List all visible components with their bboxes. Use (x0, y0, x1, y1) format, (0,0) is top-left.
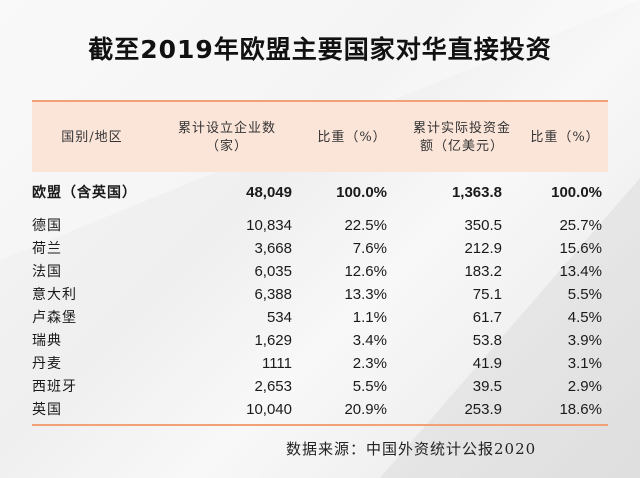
cell-enterprise-share: 13.3% (344, 286, 387, 303)
table-row: 荷兰 3,668 7.6% 212.9 15.6% (32, 238, 608, 260)
cell-investment-amount: 212.9 (464, 240, 502, 257)
table-header: 国别/地区 累计设立企业数 （家） 比重（%） 累计实际投资金 额（亿美元） 比… (32, 100, 608, 172)
cell-enterprise-share: 20.9% (344, 401, 387, 418)
cell-enterprise-count: 6,035 (254, 263, 292, 280)
cell-enterprise-share: 7.6% (352, 240, 387, 257)
cell-enterprise-count: 10,834 (246, 217, 292, 234)
cell-enterprise-share: 100.0% (336, 184, 387, 201)
cell-region: 卢森堡 (32, 310, 77, 326)
header-label: 比重（%） (317, 130, 387, 145)
cell-enterprise-share: 1.1% (352, 309, 387, 326)
cell-enterprise-share: 5.5% (352, 378, 387, 395)
table-row: 卢森堡 534 1.1% 61.7 4.5% (32, 307, 608, 329)
cell-investment-amount: 53.8 (472, 332, 502, 349)
cell-investment-share: 5.5% (567, 286, 602, 303)
table-row-total: 欧盟（含英国） 48,049 100.0% 1,363.8 100.0% (32, 182, 608, 204)
header-region: 国别/地区 (32, 104, 152, 172)
header-investment-amount: 累计实际投资金 额（亿美元） (402, 104, 522, 172)
cell-investment-share: 25.7% (559, 217, 602, 234)
cell-investment-share: 2.9% (567, 378, 602, 395)
cell-region: 西班牙 (32, 379, 77, 395)
cell-region: 荷兰 (32, 241, 62, 257)
cell-investment-amount: 1,363.8 (451, 184, 502, 201)
cell-region: 英国 (32, 402, 62, 418)
cell-investment-share: 18.6% (559, 401, 602, 418)
table-row: 西班牙 2,653 5.5% 39.5 2.9% (32, 376, 608, 398)
cell-enterprise-count: 48,049 (246, 184, 292, 201)
cell-region: 德国 (32, 218, 62, 234)
cell-enterprise-count: 10,040 (246, 401, 292, 418)
data-source-note: 数据来源：中国外资统计公报2020 (286, 440, 537, 458)
header-enterprise-count: 累计设立企业数 （家） (152, 104, 302, 172)
cell-investment-share: 13.4% (559, 263, 602, 280)
cell-region: 瑞典 (32, 333, 62, 349)
cell-investment-share: 100.0% (551, 184, 602, 201)
table-row: 丹麦 1111 2.3% 41.9 3.1% (32, 353, 608, 375)
cell-enterprise-share: 3.4% (352, 332, 387, 349)
cell-enterprise-share: 22.5% (344, 217, 387, 234)
page-title: 截至2019年欧盟主要国家对华直接投资 (88, 35, 552, 64)
cell-investment-amount: 39.5 (472, 378, 502, 395)
table-bottom-rule (32, 424, 608, 426)
cell-enterprise-count: 6,388 (254, 286, 292, 303)
cell-investment-amount: 183.2 (464, 263, 502, 280)
cell-investment-share: 15.6% (559, 240, 602, 257)
header-label: 比重（%） (530, 130, 600, 145)
cell-investment-share: 4.5% (567, 309, 602, 326)
cell-region: 欧盟（含英国） (32, 185, 137, 201)
table-row: 意大利 6,388 13.3% 75.1 5.5% (32, 284, 608, 306)
header-label: 国别/地区 (61, 130, 123, 145)
table-row: 德国 10,834 22.5% 350.5 25.7% (32, 215, 608, 237)
cell-investment-amount: 350.5 (464, 217, 502, 234)
table-row: 英国 10,040 20.9% 253.9 18.6% (32, 399, 608, 421)
cell-region: 丹麦 (32, 356, 62, 372)
cell-enterprise-count: 3,668 (254, 240, 292, 257)
cell-investment-amount: 41.9 (472, 355, 502, 372)
header-label: （家） (205, 139, 248, 154)
cell-investment-share: 3.9% (567, 332, 602, 349)
header-enterprise-share: 比重（%） (302, 104, 402, 172)
cell-investment-amount: 75.1 (472, 286, 502, 303)
header-label: 累计实际投资金 (412, 121, 511, 136)
cell-investment-amount: 61.7 (472, 309, 502, 326)
cell-region: 意大利 (32, 287, 77, 303)
table-row: 瑞典 1,629 3.4% 53.8 3.9% (32, 330, 608, 352)
cell-enterprise-share: 2.3% (352, 355, 387, 372)
cell-enterprise-share: 12.6% (344, 263, 387, 280)
cell-enterprise-count: 2,653 (254, 378, 292, 395)
table-row: 法国 6,035 12.6% 183.2 13.4% (32, 261, 608, 283)
cell-enterprise-count: 534 (266, 309, 292, 326)
cell-investment-amount: 253.9 (464, 401, 502, 418)
cell-region: 法国 (32, 264, 62, 280)
cell-enterprise-count: 1,629 (254, 332, 292, 349)
header-investment-share: 比重（%） (522, 104, 608, 172)
header-label: 累计设立企业数 (177, 121, 276, 136)
cell-investment-share: 3.1% (567, 355, 602, 372)
cell-enterprise-count: 1111 (261, 355, 292, 372)
header-label: 额（亿美元） (419, 139, 504, 154)
